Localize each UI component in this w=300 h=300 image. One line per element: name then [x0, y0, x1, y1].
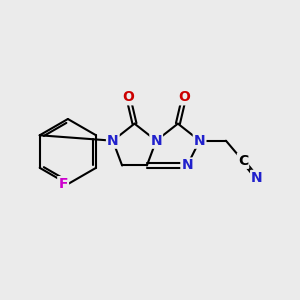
Text: F: F: [58, 177, 68, 191]
Text: N: N: [182, 158, 193, 172]
Text: O: O: [122, 90, 134, 104]
Text: N: N: [251, 171, 263, 185]
Text: N: N: [150, 134, 162, 148]
Text: O: O: [178, 90, 190, 104]
Text: F: F: [58, 177, 68, 191]
Text: N: N: [107, 134, 118, 148]
Text: N: N: [194, 134, 206, 148]
Text: C: C: [238, 154, 248, 168]
